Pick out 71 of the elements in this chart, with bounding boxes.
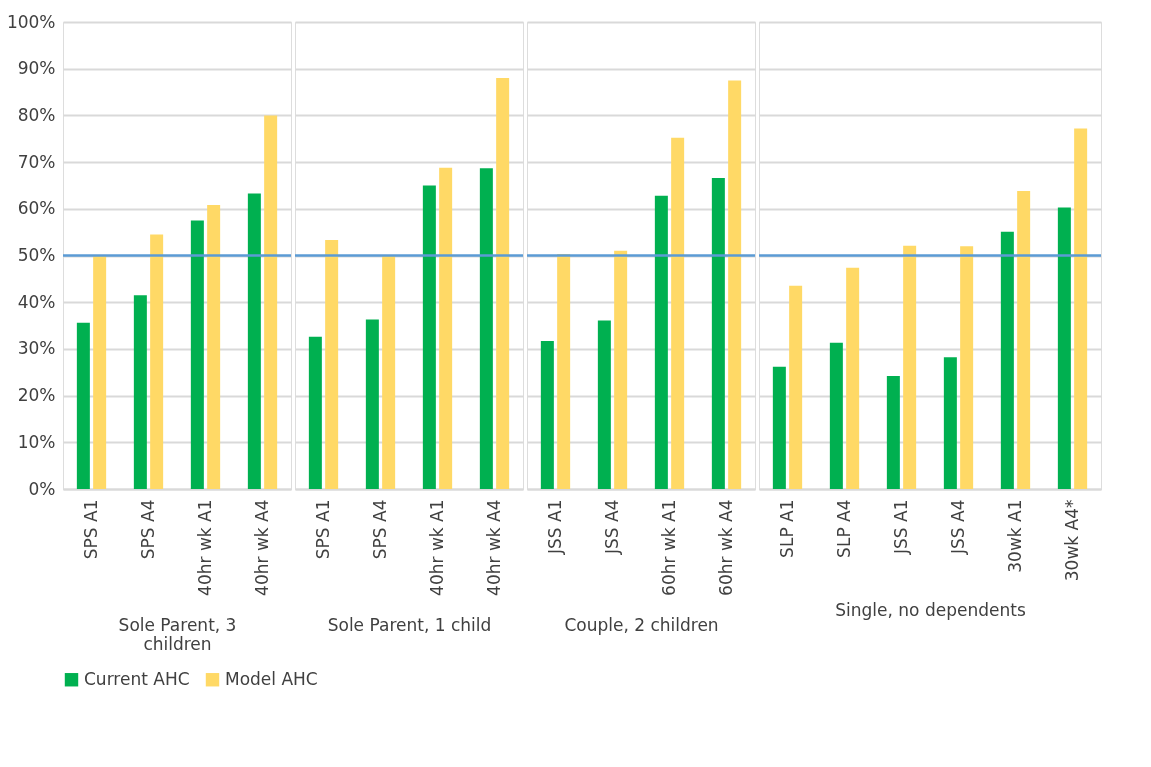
x-tick-label: 40hr wk A4: [251, 499, 272, 596]
x-tick-label: 40hr wk A4: [483, 499, 504, 596]
bar: [886, 375, 900, 489]
bar: [264, 115, 278, 489]
bar: [960, 246, 974, 489]
x-tick-label: SPS A1: [312, 499, 333, 560]
bar: [93, 255, 107, 489]
bar: [308, 336, 322, 489]
x-tick-label: 40hr wk A1: [426, 499, 447, 596]
bar: [1017, 191, 1031, 489]
y-tick-label: 80%: [17, 104, 56, 125]
bar: [728, 80, 742, 489]
bar: [247, 193, 261, 489]
bar: [207, 205, 221, 489]
bar: [654, 195, 668, 489]
y-tick-label: 90%: [17, 58, 56, 79]
bar: [789, 285, 803, 489]
bar: [76, 322, 90, 489]
x-tick-label: 40hr wk A1: [194, 499, 215, 596]
y-tick-label: 50%: [17, 245, 56, 265]
bar: [711, 177, 725, 489]
x-tick-label: SPS A4: [369, 499, 390, 560]
x-tick-label: SLP A4: [833, 499, 854, 558]
bar: [846, 267, 860, 489]
bar: [1074, 128, 1088, 489]
x-axis-title: Sole Parent, 3 children: [118, 614, 237, 654]
bar: [382, 255, 396, 489]
x-tick-label: 60hr wk A4: [715, 499, 736, 596]
x-tick-label: SPS A4: [137, 499, 158, 560]
x-tick-label: JSS A1: [544, 499, 565, 555]
y-tick-label: 10%: [17, 431, 56, 452]
bar: [614, 250, 628, 489]
y-tick-label: 70%: [17, 151, 56, 172]
x-tick-label: SPS A1: [80, 499, 101, 560]
bar: [557, 254, 571, 489]
bar: [671, 137, 685, 489]
x-axis-title: Couple, 2 children: [564, 614, 719, 635]
bar: [479, 168, 493, 489]
x-tick-label: 30wk A1: [1004, 499, 1025, 573]
bar: [365, 319, 379, 489]
y-tick-label: 40%: [17, 291, 56, 312]
x-tick-label: 60hr wk A1: [658, 499, 679, 596]
bar: [496, 78, 510, 489]
bar: [439, 167, 453, 489]
bar: [190, 220, 204, 489]
bar: [943, 357, 957, 489]
bar: [540, 340, 554, 489]
bar: [597, 320, 611, 489]
legend-label: Model AHC: [225, 668, 318, 689]
x-tick-label: JSS A1: [890, 499, 911, 555]
x-tick-label: JSS A4: [601, 499, 622, 555]
y-tick-label: 100%: [6, 11, 56, 32]
bar: [1000, 231, 1014, 489]
x-axis-title: Single, no dependents: [835, 600, 1026, 621]
bar: [422, 185, 436, 489]
bar: [133, 295, 147, 489]
bar: [772, 366, 786, 489]
y-tick-label: 30%: [17, 338, 56, 359]
x-tick-label: JSS A4: [947, 499, 968, 555]
bar: [903, 245, 917, 489]
y-tick-label: 60%: [17, 198, 56, 219]
x-axis-title: Sole Parent, 1 child: [327, 614, 492, 635]
bar: [325, 240, 339, 489]
x-tick-label: 30wk A4*: [1061, 499, 1082, 582]
bar: [829, 342, 843, 489]
y-tick-label: 0%: [28, 478, 56, 499]
x-tick-label: SLP A1: [776, 499, 797, 558]
y-tick-label: 20%: [17, 385, 56, 406]
legend-label: Current AHC: [84, 668, 190, 689]
bar: [1057, 207, 1071, 489]
bar: [150, 234, 164, 489]
